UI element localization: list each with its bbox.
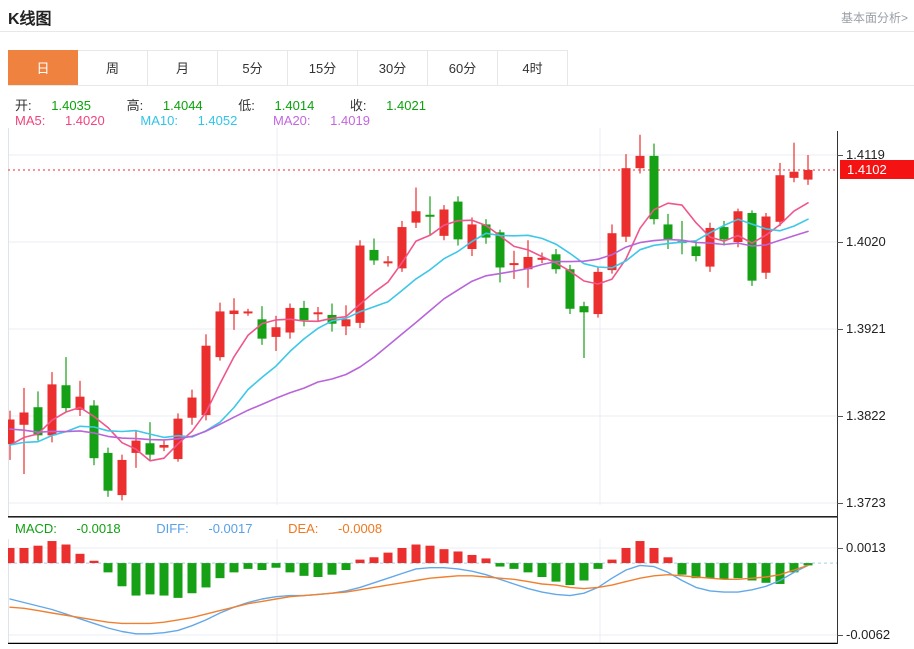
ma10-label: MA10: <box>140 113 178 128</box>
current-price-badge: 1.4102 <box>840 160 914 179</box>
ma20-value: 1.4019 <box>330 113 370 128</box>
ma5-label: MA5: <box>15 113 46 128</box>
page-title: K线图 <box>8 11 52 28</box>
macd-label: MACD: <box>15 521 57 536</box>
price-axis-label: 1.4119 <box>846 147 885 162</box>
candlestick-chart[interactable] <box>8 128 837 518</box>
price-axis-label-tick <box>837 416 843 417</box>
tab-day[interactable]: 日 <box>8 50 78 85</box>
right-axis-line <box>837 131 838 644</box>
close-value: 1.4021 <box>386 98 426 113</box>
price-axis-label: 1.3723 <box>846 495 886 510</box>
dea-label: DEA: <box>288 521 319 536</box>
macd-axis-label: 0.0013 <box>846 540 886 555</box>
macd-axis-label: -0.0062 <box>846 627 891 642</box>
low-value: 1.4014 <box>274 98 315 113</box>
price-axis-label-tick <box>837 155 843 156</box>
close-label: 收: <box>349 98 367 113</box>
tab-week[interactable]: 周 <box>78 50 148 85</box>
price-axis-label-tick <box>837 503 843 504</box>
price-axis-label: 1.4020 <box>846 234 886 249</box>
diff-label: DIFF: <box>156 521 189 536</box>
tab-30min[interactable]: 30分 <box>358 50 428 85</box>
ma20-label: MA20: <box>272 113 311 128</box>
period-tabbar: 日 周 月 5分 15分 30分 60分 4时 <box>8 50 914 86</box>
tab-60min[interactable]: 60分 <box>428 50 498 85</box>
macd-value: -0.0018 <box>76 521 121 536</box>
tab-4hour[interactable]: 4时 <box>498 50 568 85</box>
ma10-value: 1.4052 <box>197 113 238 128</box>
open-label: 开: <box>15 98 32 113</box>
price-axis-label: 1.3921 <box>846 321 886 336</box>
high-value: 1.4044 <box>162 98 203 113</box>
ma-legend: MA5: 1.4020 MA10: 1.4052 MA20: 1.4019 <box>15 113 402 128</box>
price-axis-label-tick <box>837 242 843 243</box>
ohlc-legend: 开: 1.4035 高: 1.4044 低: 1.4014 收: 1.4021 <box>15 95 458 114</box>
dea-value: -0.0008 <box>338 521 383 536</box>
tab-5min[interactable]: 5分 <box>218 50 288 85</box>
tab-month[interactable]: 月 <box>148 50 218 85</box>
price-axis-label: 1.3822 <box>846 408 886 423</box>
macd-chart[interactable] <box>8 539 837 645</box>
diff-value: -0.0017 <box>208 521 253 536</box>
low-label: 低: <box>238 98 255 113</box>
open-value: 1.4035 <box>51 98 92 113</box>
macd-legend: MACD: -0.0018 DIFF: -0.0017 DEA: -0.0008 <box>15 521 414 536</box>
tab-15min[interactable]: 15分 <box>288 50 358 85</box>
fundamental-analysis-link[interactable]: 基本面分析> <box>840 11 908 25</box>
macd-axis-label-tick <box>837 548 843 549</box>
macd-axis-label-tick <box>837 635 843 636</box>
high-label: 高: <box>126 98 144 113</box>
price-axis-label-tick <box>837 329 843 330</box>
header-divider <box>0 31 914 32</box>
ma5-value: 1.4020 <box>64 113 105 128</box>
